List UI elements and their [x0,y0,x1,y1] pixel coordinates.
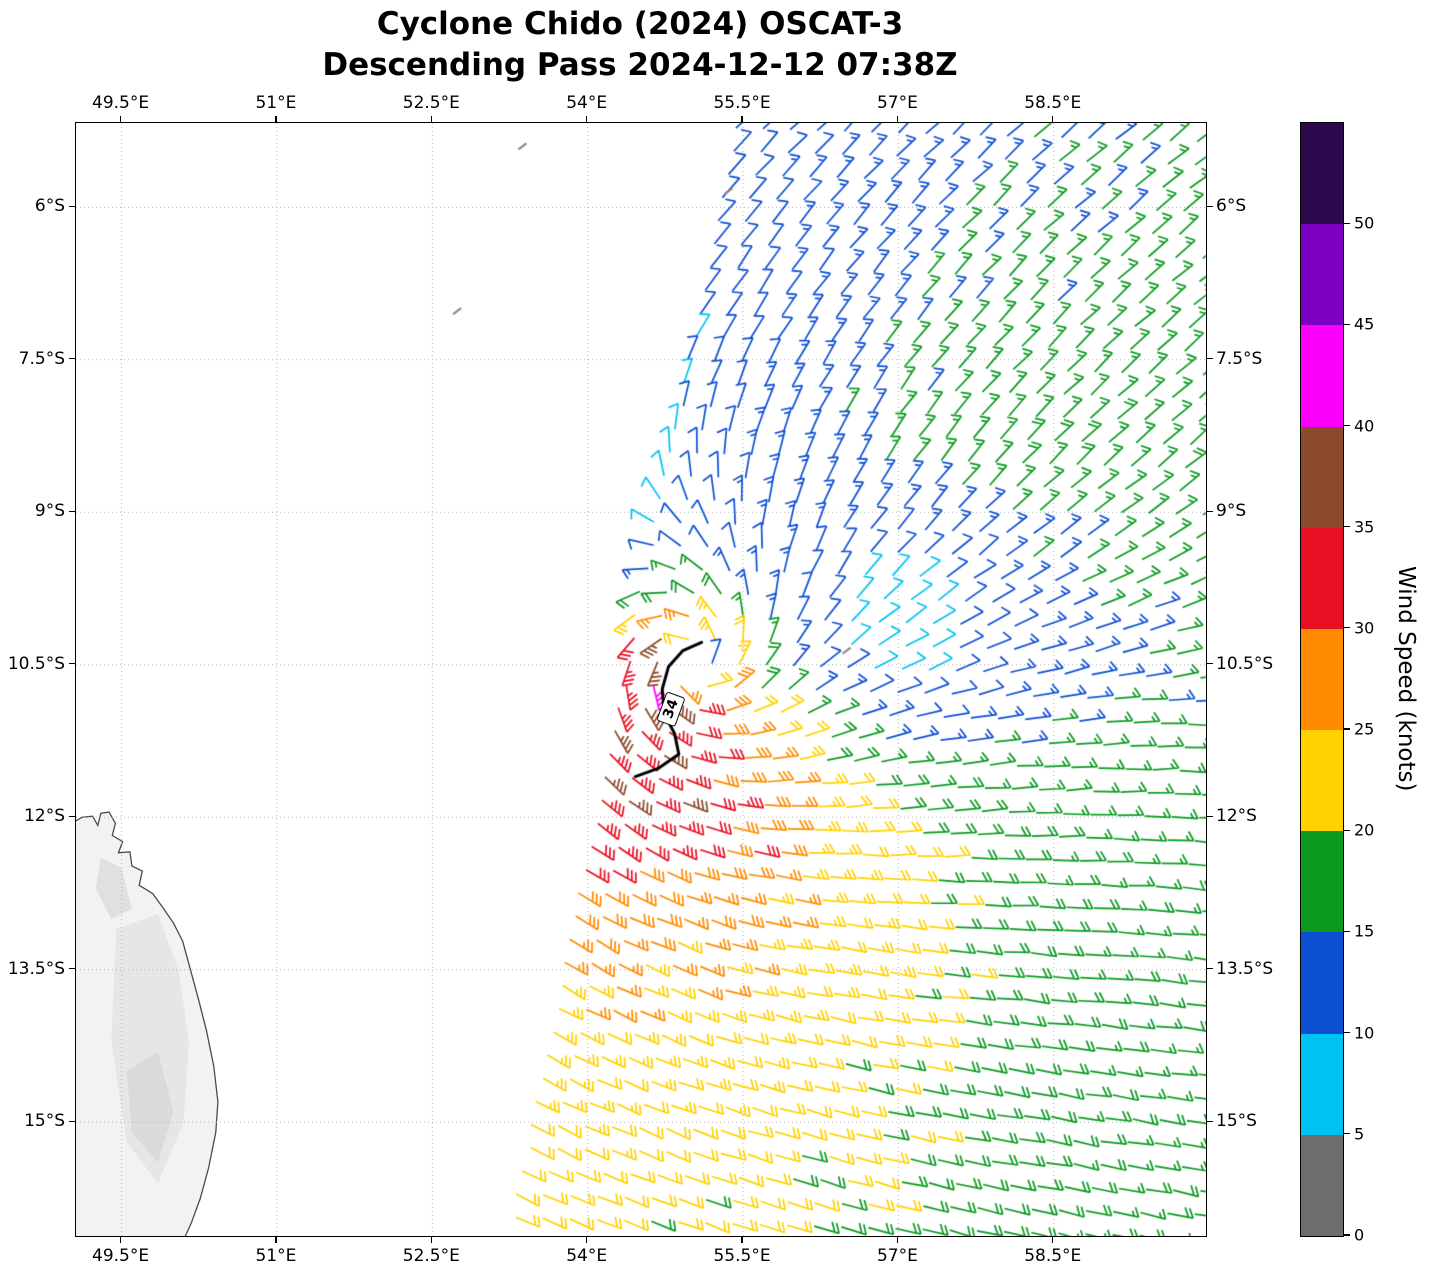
lat-tick-mark-right [1206,1120,1213,1122]
lon-tick-label-top: 55.5°E [713,93,771,113]
lon-tick-mark-bottom [741,1236,743,1243]
colorbar-tick-label: 45 [1354,314,1375,334]
colorbar-tick-mark [1344,728,1350,730]
colorbar-tick-label: 5 [1354,1124,1365,1144]
lon-tick-mark-bottom [430,1236,432,1243]
lon-tick-label-bottom: 49.5°E [92,1246,150,1266]
colorbar-tick-label: 0 [1354,1225,1365,1245]
lat-tick-label-right: 9°S [1216,501,1247,522]
lat-tick-label-right: 10.5°S [1216,653,1274,674]
wind-barb-canvas [76,123,1206,1236]
colorbar-label: Wind Speed (knots) [1393,565,1419,792]
lon-tick-mark-top [741,116,743,122]
lat-tick-mark-left [69,968,75,970]
lat-tick-mark-right [1206,815,1213,817]
colorbar-segment [1301,426,1343,528]
lon-tick-label-top: 54°E [566,93,608,113]
lat-tick-label-right: 7.5°S [1216,348,1263,369]
lat-tick-label-left: 10.5°S [7,653,65,674]
lat-tick-mark-left [69,510,75,512]
colorbar-segment [1301,123,1343,225]
lon-tick-mark-top [896,116,898,122]
lon-tick-label-bottom: 55.5°E [713,1246,771,1266]
lat-tick-label-left: 12°S [24,806,65,827]
lat-tick-label-right: 12°S [1216,806,1257,827]
lat-tick-mark-right [1206,358,1213,360]
lon-tick-label-bottom: 58.5°E [1024,1246,1082,1266]
colorbar-tick-label: 10 [1354,1023,1375,1043]
colorbar-tick-mark [1344,930,1350,933]
lon-tick-mark-bottom [119,1236,122,1243]
lon-tick-mark-top [119,116,122,122]
lat-tick-mark-left [69,1120,75,1122]
colorbar-tick-label: 30 [1354,618,1375,638]
lon-tick-label-top: 58.5°E [1024,93,1082,113]
colorbar-tick-mark [1344,829,1350,831]
lon-tick-label-bottom: 51°E [255,1246,297,1266]
colorbar-segment [1301,932,1343,1034]
colorbar-tick-mark [1344,627,1350,629]
colorbar-tick-mark [1344,1133,1350,1135]
lat-tick-mark-right [1206,510,1213,512]
lat-tick-mark-left [69,358,75,360]
colorbar-tick-mark [1344,323,1350,325]
lat-tick-label-left: 15°S [24,1111,65,1132]
lon-tick-mark-top [586,116,588,122]
plot-area: 34 [75,122,1207,1237]
lon-tick-mark-bottom [896,1236,898,1243]
lon-tick-label-bottom: 57°E [876,1246,918,1266]
lon-tick-label-top: 49.5°E [92,93,150,113]
colorbar-segment [1301,224,1343,326]
lon-tick-label-bottom: 52.5°E [402,1246,460,1266]
lat-tick-label-right: 15°S [1216,1111,1257,1132]
lat-tick-label-right: 13.5°S [1216,958,1274,979]
lat-tick-label-left: 9°S [34,501,65,522]
lat-tick-label-left: 13.5°S [7,958,65,979]
colorbar-tick-label: 40 [1354,416,1375,436]
lon-tick-mark-bottom [275,1236,277,1243]
colorbar-tick-mark [1344,222,1350,224]
lat-tick-label-left: 6°S [34,196,65,217]
lat-tick-mark-right [1206,663,1213,665]
lon-tick-label-top: 57°E [876,93,918,113]
colorbar-segment [1301,730,1343,832]
lat-tick-label-right: 6°S [1216,196,1247,217]
colorbar-tick-mark [1344,526,1350,528]
lat-tick-mark-right [1206,205,1213,207]
colorbar [1300,122,1344,1237]
lat-tick-mark-left [69,663,75,665]
lon-tick-mark-bottom [1052,1236,1054,1243]
chart-title: Cyclone Chido (2024) OSCAT-3 Descending … [75,4,1205,86]
lat-tick-label-left: 7.5°S [18,348,65,369]
colorbar-tick-label: 20 [1354,820,1375,840]
lat-tick-mark-left [69,815,75,817]
lat-tick-mark-left [69,205,75,207]
lon-tick-mark-bottom [586,1236,588,1243]
chart-title-line1: Cyclone Chido (2024) OSCAT-3 [376,6,904,42]
lon-tick-label-top: 52.5°E [402,93,460,113]
colorbar-segment [1301,831,1343,933]
colorbar-tick-mark [1344,1234,1350,1236]
lon-tick-mark-top [275,116,277,122]
chart-title-line2: Descending Pass 2024-12-12 07:38Z [322,46,958,83]
lat-tick-mark-right [1206,968,1213,970]
colorbar-tick-label: 35 [1354,517,1375,537]
colorbar-segment [1301,527,1343,629]
colorbar-tick-label: 25 [1354,719,1375,739]
lon-tick-label-bottom: 54°E [566,1246,608,1266]
colorbar-segment [1301,628,1343,731]
colorbar-tick-label: 15 [1354,921,1375,941]
lon-tick-label-top: 51°E [255,93,297,113]
colorbar-tick-mark [1344,1032,1350,1034]
colorbar-segment [1301,1033,1343,1135]
colorbar-tick-mark [1344,424,1350,427]
lon-tick-mark-top [430,116,432,122]
lon-tick-mark-top [1052,116,1054,122]
colorbar-segment [1301,1134,1343,1236]
colorbar-tick-label: 50 [1354,213,1375,233]
colorbar-segment [1301,325,1343,427]
